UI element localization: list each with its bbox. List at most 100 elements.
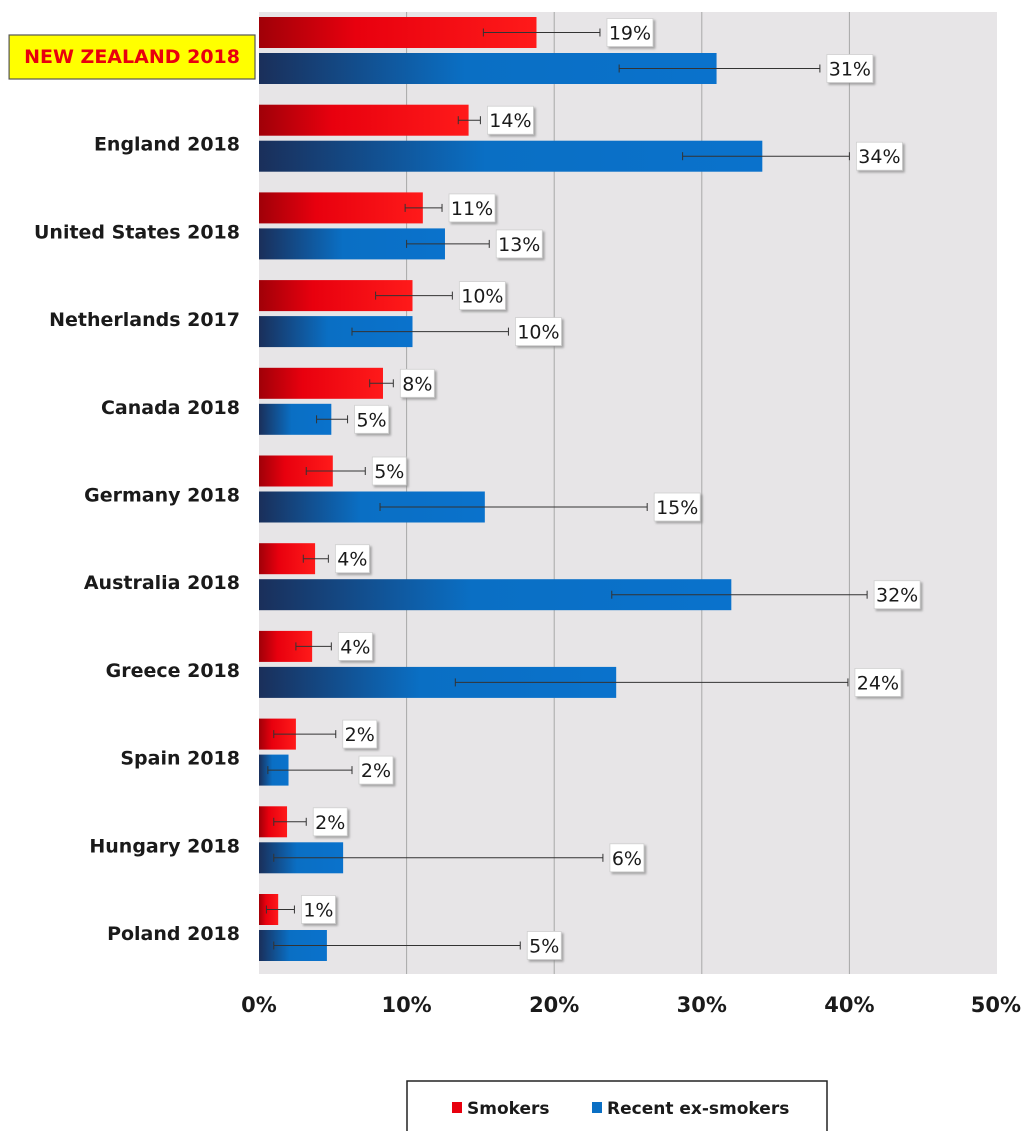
data-label-box xyxy=(826,54,874,83)
data-label-text: 10% xyxy=(461,286,503,308)
data-label-smokers-new-zealand-2018: 19% xyxy=(606,18,654,47)
data-label-text: 2% xyxy=(345,724,375,746)
data-label-box xyxy=(606,18,654,47)
data-label-box xyxy=(448,193,496,223)
data-label-smokers-spain-2018: 2% xyxy=(342,719,378,749)
legend-box xyxy=(406,1080,828,1131)
data-label-smokers-poland-2018: 1% xyxy=(301,895,336,924)
x-tick-10: 10% xyxy=(381,993,431,1017)
highlight-box xyxy=(8,34,256,80)
data-label-box xyxy=(334,544,370,574)
data-label-box xyxy=(312,807,348,837)
category-label-poland-2018: Poland 2018 xyxy=(107,923,240,945)
data-label-recent-ex-smokers-greece-2018: 24% xyxy=(854,668,902,697)
data-label-text: 5% xyxy=(529,936,559,958)
data-label-box xyxy=(399,368,435,398)
data-label-recent-ex-smokers-spain-2018: 2% xyxy=(358,755,394,785)
bar-smokers-canada-2018 xyxy=(259,367,383,399)
data-label-recent-ex-smokers-united-states-2018: 13% xyxy=(495,229,543,259)
data-label-text: 8% xyxy=(402,373,432,395)
data-label-smokers-hungary-2018: 2% xyxy=(312,807,348,837)
data-label-box xyxy=(515,317,562,347)
x-tick-40: 40% xyxy=(824,993,874,1017)
category-label-england-2018: England 2018 xyxy=(94,134,240,156)
data-label-recent-ex-smokers-australia-2018: 32% xyxy=(873,580,921,610)
legend: Smokers Recent ex-smokers xyxy=(406,1080,828,1131)
data-label-box xyxy=(873,580,921,610)
data-label-smokers-canada-2018: 8% xyxy=(399,368,435,398)
data-label-smokers-united-states-2018: 11% xyxy=(448,193,496,223)
data-label-box xyxy=(495,229,543,259)
legend-label-smokers: Smokers xyxy=(467,1099,550,1119)
data-label-box xyxy=(371,456,407,486)
data-label-box xyxy=(526,931,562,960)
x-tick-labels: 0% 10% 20% 30% 40% 50% xyxy=(241,993,1021,1017)
data-label-text: 11% xyxy=(451,198,493,220)
data-label-text: 31% xyxy=(829,59,871,81)
category-label-new-zealand-2018: NEW ZEALAND 2018 xyxy=(24,46,240,68)
data-label-smokers-netherlands-2017: 10% xyxy=(458,281,506,311)
x-tick-50: 50% xyxy=(971,993,1021,1017)
data-label-box xyxy=(458,281,506,311)
data-label-text: 13% xyxy=(498,234,540,256)
data-label-text: 14% xyxy=(489,110,531,132)
data-label-text: 4% xyxy=(340,636,370,658)
legend-swatch-recent-ex-smokers xyxy=(592,1102,602,1113)
data-label-text: 15% xyxy=(656,497,698,519)
data-label-text: 19% xyxy=(609,23,651,45)
data-label-recent-ex-smokers-germany-2018: 15% xyxy=(653,492,701,522)
highlight-box-layer xyxy=(8,34,256,80)
data-label-text: 2% xyxy=(361,760,391,782)
data-label-box xyxy=(342,719,378,749)
data-label-text: 6% xyxy=(612,848,642,870)
grid-lines xyxy=(406,12,850,974)
category-label-united-states-2018: United States 2018 xyxy=(34,221,240,243)
bar-recent-ex-smokers-england-2018 xyxy=(259,140,763,172)
bar-smokers-united-states-2018 xyxy=(259,192,423,224)
data-label-box xyxy=(854,668,902,697)
bar-smokers-england-2018 xyxy=(259,104,469,136)
data-label-recent-ex-smokers-poland-2018: 5% xyxy=(526,931,562,960)
legend-label-recent-ex-smokers: Recent ex-smokers xyxy=(607,1099,789,1119)
x-tick-20: 20% xyxy=(529,993,579,1017)
data-label-recent-ex-smokers-hungary-2018: 6% xyxy=(609,843,645,873)
data-label-text: 5% xyxy=(374,461,404,483)
data-label-recent-ex-smokers-netherlands-2017: 10% xyxy=(515,317,562,347)
data-label-text: 2% xyxy=(315,812,345,834)
data-label-text: 34% xyxy=(858,146,900,168)
data-label-box xyxy=(609,843,645,873)
data-label-text: 32% xyxy=(876,585,918,607)
x-tick-0: 0% xyxy=(241,993,277,1017)
category-label-netherlands-2017: Netherlands 2017 xyxy=(49,309,240,331)
data-label-box xyxy=(856,141,903,171)
data-labels: 19% 14% 11% 10% 8% 5% 4% 4% 2% 2% 1% 31% 34% 13% 10% 5%… xyxy=(301,18,921,960)
data-label-text: 5% xyxy=(356,409,386,431)
data-label-recent-ex-smokers-canada-2018: 5% xyxy=(354,404,389,434)
data-label-text: 1% xyxy=(303,900,333,922)
legend-swatch-smokers xyxy=(452,1102,462,1113)
data-label-smokers-australia-2018: 4% xyxy=(334,544,370,574)
data-label-smokers-england-2018: 14% xyxy=(486,105,534,135)
category-label-australia-2018: Australia 2018 xyxy=(84,572,240,594)
data-label-box xyxy=(358,755,394,785)
category-label-hungary-2018: Hungary 2018 xyxy=(89,835,240,857)
category-label-greece-2018: Greece 2018 xyxy=(106,660,240,682)
data-label-box xyxy=(354,404,389,434)
category-label-germany-2018: Germany 2018 xyxy=(84,485,240,507)
category-label-spain-2018: Spain 2018 xyxy=(120,748,240,770)
error-bars xyxy=(265,28,868,950)
data-label-box xyxy=(301,895,336,924)
data-label-recent-ex-smokers-new-zealand-2018: 31% xyxy=(826,54,874,83)
data-label-box xyxy=(486,105,534,135)
data-label-text: 4% xyxy=(337,549,367,571)
data-label-recent-ex-smokers-england-2018: 34% xyxy=(856,141,903,171)
x-tick-30: 30% xyxy=(677,993,727,1017)
data-label-text: 10% xyxy=(517,322,559,344)
category-label-canada-2018: Canada 2018 xyxy=(101,397,240,419)
data-label-text: 24% xyxy=(857,672,899,694)
data-label-smokers-germany-2018: 5% xyxy=(371,456,407,486)
data-label-box xyxy=(653,492,701,522)
data-label-box xyxy=(337,632,373,661)
category-labels: NEW ZEALAND 2018 England 2018 United State… xyxy=(24,46,240,945)
